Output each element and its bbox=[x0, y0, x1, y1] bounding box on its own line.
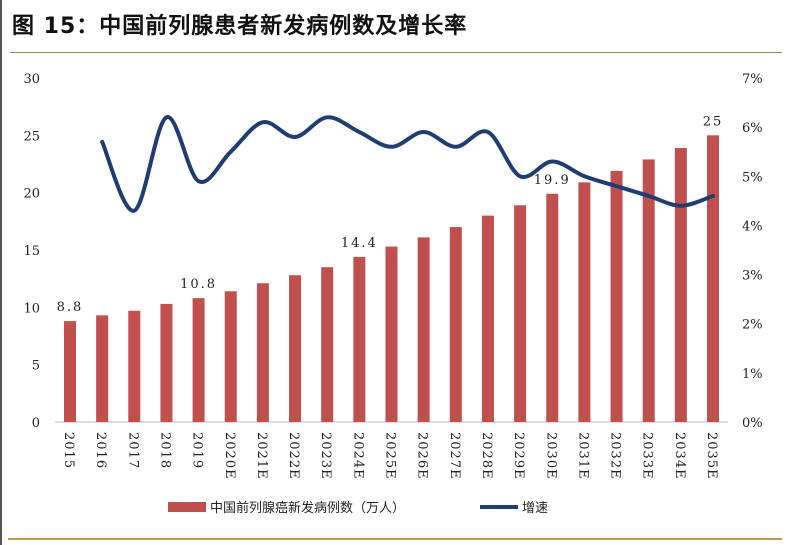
bar bbox=[321, 267, 334, 422]
legend-label-bar: 中国前列腺癌新发病例数（万人） bbox=[210, 500, 405, 516]
x-axis-tick-label: 2028E bbox=[479, 432, 494, 480]
x-axis-tick-label: 2024E bbox=[350, 432, 365, 480]
legend-label-line: 增速 bbox=[522, 501, 548, 516]
bar bbox=[610, 170, 623, 422]
bar bbox=[514, 205, 527, 422]
bar bbox=[546, 193, 559, 422]
bar bbox=[192, 298, 205, 422]
right-axis-tick-label: 4% bbox=[742, 219, 763, 234]
title-divider bbox=[10, 52, 782, 53]
bar bbox=[256, 283, 269, 422]
data-label: 25 bbox=[703, 114, 724, 129]
left-axis-tick-label: 20 bbox=[23, 187, 40, 202]
bar bbox=[353, 256, 366, 422]
right-axis-tick-label: 6% bbox=[742, 121, 763, 136]
bottom-divider bbox=[8, 538, 782, 540]
right-axis-tick-label: 3% bbox=[742, 269, 763, 284]
right-axis-tick-label: 2% bbox=[742, 318, 763, 333]
x-axis-tick-label: 2022E bbox=[286, 432, 301, 480]
left-axis-tick-label: 0 bbox=[32, 416, 40, 431]
x-axis-tick-label: 2021E bbox=[254, 432, 269, 480]
data-label: 14.4 bbox=[341, 236, 378, 251]
x-axis-tick-label: 2027E bbox=[447, 432, 462, 480]
bar bbox=[449, 227, 462, 422]
bar bbox=[224, 291, 237, 422]
bar bbox=[385, 246, 398, 422]
x-axis-tick-label: 2015 bbox=[61, 432, 76, 469]
right-axis-tick-label: 5% bbox=[742, 170, 763, 185]
x-axis-tick-label: 2020E bbox=[222, 432, 237, 480]
bar bbox=[289, 275, 302, 422]
bar bbox=[707, 135, 719, 423]
x-axis-tick-label: 2032E bbox=[608, 432, 623, 480]
bar bbox=[578, 182, 591, 422]
x-axis-tick-label: 2026E bbox=[415, 432, 430, 480]
x-axis-tick-label: 2023E bbox=[318, 432, 333, 480]
x-axis-tick-label: 2034E bbox=[672, 432, 687, 480]
x-axis-tick-label: 2018 bbox=[157, 432, 172, 469]
x-axis-tick-label: 2016 bbox=[93, 432, 108, 469]
x-axis-tick-label: 2033E bbox=[640, 432, 655, 480]
x-axis-tick-label: 2031E bbox=[575, 432, 590, 480]
bar bbox=[417, 237, 430, 422]
bar bbox=[481, 215, 494, 422]
bar bbox=[128, 310, 141, 422]
x-axis-tick-label: 2019 bbox=[190, 432, 205, 469]
x-axis-tick-label: 2030E bbox=[543, 432, 558, 480]
left-axis-tick-label: 10 bbox=[23, 301, 40, 316]
chart-title: 图 15：中国前列腺患者新发病例数及增长率 bbox=[12, 14, 468, 39]
x-axis-tick-label: 2025E bbox=[383, 432, 398, 480]
right-axis-tick-label: 7% bbox=[742, 72, 763, 87]
left-axis-tick-label: 25 bbox=[23, 129, 40, 144]
x-axis-tick-label: 2017 bbox=[125, 432, 140, 469]
legend-swatch-bar bbox=[168, 502, 206, 512]
right-axis-tick-label: 0% bbox=[742, 416, 763, 431]
data-label: 8.8 bbox=[57, 300, 84, 315]
left-axis-tick-label: 5 bbox=[32, 359, 40, 374]
left-axis-tick-label: 30 bbox=[23, 72, 40, 87]
data-label: 10.8 bbox=[180, 277, 217, 292]
data-label: 19.9 bbox=[534, 173, 571, 188]
x-axis-tick-label: 2035E bbox=[704, 432, 719, 480]
frame-border bbox=[0, 0, 2, 545]
bar bbox=[96, 315, 109, 422]
x-axis-tick-label: 2029E bbox=[511, 432, 526, 480]
bar bbox=[160, 303, 173, 422]
right-axis-tick-label: 1% bbox=[742, 367, 763, 382]
bar bbox=[642, 159, 655, 422]
left-axis-tick-label: 15 bbox=[23, 244, 40, 259]
growth-rate-line bbox=[100, 115, 715, 213]
bar bbox=[64, 321, 76, 422]
bar bbox=[674, 147, 687, 423]
